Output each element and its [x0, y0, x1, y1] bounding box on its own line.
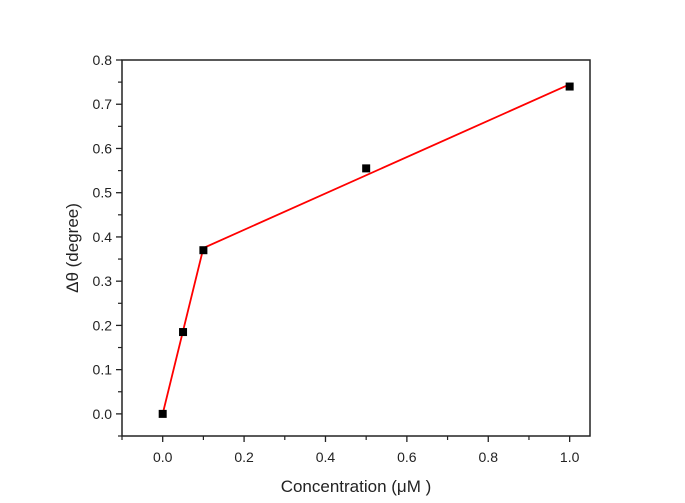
x-tick-label: 0.6	[397, 449, 417, 465]
data-markers	[158, 82, 574, 418]
data-point	[362, 164, 371, 173]
fit-polyline	[161, 83, 571, 415]
y-tick-label: 0.6	[93, 140, 113, 156]
y-tick-label: 0.8	[93, 52, 113, 68]
x-tick-label: 0.0	[153, 449, 173, 465]
y-tick-label: 0.3	[93, 273, 113, 289]
y-tick-label: 0.4	[93, 229, 113, 245]
x-tick-label: 0.2	[234, 449, 254, 465]
y-tick-label: 0.5	[93, 185, 113, 201]
plot-frame	[121, 59, 591, 437]
y-tick-label: 0.7	[93, 96, 113, 112]
data-point	[158, 409, 167, 418]
x-tick-label: 1.0	[560, 449, 580, 465]
y-tick-label: 0.2	[93, 317, 113, 333]
y-axis-label: Δθ (degree)	[63, 203, 82, 293]
data-point	[565, 82, 574, 91]
data-point	[179, 328, 188, 337]
x-tick-label: 0.8	[479, 449, 499, 465]
fit-line	[161, 83, 571, 415]
data-point	[199, 246, 208, 255]
x-axis: 0.0 0.2 0.4 0.6 0.8 1.0	[121, 436, 580, 465]
y-tick-label: 0.0	[93, 406, 113, 422]
x-tick-label: 0.4	[316, 449, 336, 465]
y-tick-label: 0.1	[93, 362, 113, 378]
y-axis: 0.0 0.1 0.2 0.3 0.4 0.5 0.6 0.7 0.8	[93, 52, 122, 437]
x-axis-label: Concentration (μM )	[281, 477, 432, 496]
